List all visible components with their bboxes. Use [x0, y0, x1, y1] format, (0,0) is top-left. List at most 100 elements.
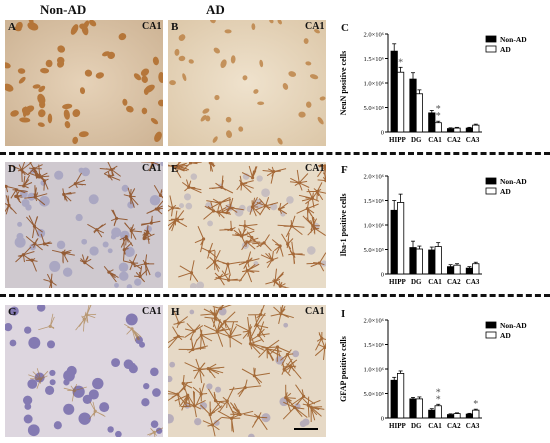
neuron-cell [141, 75, 148, 84]
significance-marker: * [436, 387, 441, 398]
glial-soma [227, 278, 231, 282]
neuron-cell [214, 94, 220, 101]
glial-cell [251, 312, 269, 338]
bar [465, 127, 473, 133]
glial-soma [129, 229, 133, 233]
glial-cell [43, 273, 57, 288]
x-tick-label: CA1 [428, 278, 442, 286]
glial-cell [153, 184, 163, 199]
glial-soma [42, 179, 47, 183]
glial-soma [128, 194, 133, 198]
glial-cell [25, 236, 43, 251]
glial-cell [123, 187, 139, 208]
bar [390, 209, 398, 275]
nucleus [56, 240, 66, 250]
x-tick-label: CA1 [428, 422, 442, 430]
nucleus [39, 195, 50, 207]
panel-label-g: G [8, 306, 17, 318]
glial-soma [172, 165, 177, 169]
glial-cell [25, 257, 38, 272]
y-tick-label: 1.5×10⁶ [363, 342, 384, 349]
glial-soma [257, 333, 261, 337]
nucleus [62, 267, 73, 277]
glial-soma [62, 192, 66, 196]
nucleus [119, 271, 129, 281]
glial-soma [143, 262, 148, 266]
nucleus [5, 323, 13, 332]
neuron-cell [259, 59, 264, 68]
glial-soma [130, 327, 134, 331]
nucleus [168, 414, 174, 424]
glial-soma [192, 329, 196, 333]
y-tick-label: 0 [381, 416, 384, 423]
glial-cell [301, 396, 325, 423]
glial-soma [217, 276, 222, 280]
glial-soma [32, 224, 37, 228]
neuron-cell [37, 93, 46, 105]
neuron-cell [62, 103, 73, 110]
glial-cell [302, 396, 321, 418]
glial-soma [48, 324, 52, 328]
glial-soma [317, 261, 321, 265]
glial-cell [200, 401, 223, 416]
glial-cell [247, 305, 266, 328]
glial-soma [73, 182, 77, 186]
glial-soma [211, 209, 216, 213]
glial-cell [315, 331, 326, 351]
neuron-cell [220, 59, 227, 69]
significance-marker: * [436, 111, 441, 122]
legend-swatch [485, 187, 497, 195]
gfap-ad-image [168, 305, 326, 437]
bar [397, 373, 405, 419]
neuron-cell [10, 110, 19, 117]
y-tick-label: 1.5×10⁶ [363, 198, 384, 205]
neuron-cell [257, 101, 265, 106]
neuron-cell [57, 45, 66, 53]
glial-soma [278, 244, 282, 248]
panel-label-b: B [171, 21, 179, 33]
glial-cell [140, 215, 161, 226]
neuron-cell [152, 56, 159, 66]
bar [415, 398, 423, 419]
glial-cell [216, 260, 241, 276]
nucleus [24, 403, 32, 410]
glial-cell [209, 175, 234, 194]
nucleus [24, 326, 32, 334]
glial-soma [310, 196, 315, 200]
panel-label-a: A [8, 21, 16, 33]
glial-soma [286, 242, 290, 246]
glial-cell [216, 386, 235, 415]
glial-soma [199, 392, 203, 396]
glial-soma [218, 201, 222, 205]
glial-soma [255, 323, 259, 327]
glial-soma [175, 217, 179, 221]
glial-cell [182, 162, 202, 171]
glial-cell [238, 251, 260, 269]
glial-cell [24, 185, 48, 206]
glial-soma [262, 241, 266, 245]
glial-cell [201, 242, 217, 259]
nucleus [128, 364, 138, 374]
glial-cell [28, 368, 49, 389]
glial-soma [201, 237, 206, 241]
glial-soma [206, 366, 210, 371]
region-label-ca1: CA1 [305, 163, 325, 174]
neuron-cell [72, 109, 81, 118]
header-ad: AD [206, 2, 225, 17]
micrograph-a-non-ad-neun: A [5, 20, 163, 146]
glial-cell [133, 254, 155, 276]
nucleus [49, 379, 56, 386]
glial-soma [250, 205, 255, 209]
region-label-ca1: CA1 [142, 21, 162, 32]
neuron-cell [305, 61, 312, 66]
glial-soma [83, 261, 87, 265]
neuron-cell [213, 47, 220, 54]
row-divider [0, 294, 550, 297]
glial-soma [207, 249, 212, 254]
panel-label-i: I [341, 308, 346, 320]
neuron-cell [64, 121, 71, 129]
bar [428, 249, 436, 275]
nucleus [125, 313, 138, 326]
glial-cell [184, 358, 206, 384]
bar [447, 266, 455, 275]
